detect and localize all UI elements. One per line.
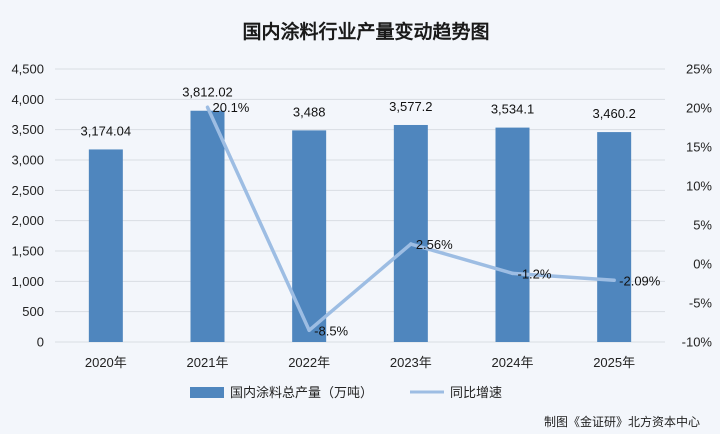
left-tick-label: 3,000 xyxy=(11,153,44,168)
bar-series xyxy=(88,110,632,342)
bar xyxy=(292,130,327,342)
bar-data-label: 3,534.1 xyxy=(491,102,534,117)
legend-swatch-bars xyxy=(190,387,224,398)
x-tick-label: 2024年 xyxy=(492,355,534,370)
legend-label-bars: 国内涂料总产量（万吨） xyxy=(230,385,373,401)
legend-label-line: 同比增速 xyxy=(450,386,502,401)
left-tick-label: 1,000 xyxy=(11,274,44,289)
line-segment xyxy=(409,242,515,276)
x-tick-label: 2023年 xyxy=(390,355,432,370)
legend: 国内涂料总产量（万吨） 同比增速 xyxy=(190,385,502,401)
left-tick-label: 0 xyxy=(37,335,44,350)
left-tick-label: 4,500 xyxy=(11,62,44,77)
line-data-label: 2.56% xyxy=(416,237,453,252)
bar-data-label: 3,577.2 xyxy=(389,99,432,114)
left-tick-label: 2,500 xyxy=(11,183,44,198)
left-tick-label: 2,000 xyxy=(11,213,44,228)
x-tick-label: 2022年 xyxy=(288,355,330,370)
right-tick-label: -5% xyxy=(689,296,713,311)
line-series xyxy=(205,105,616,333)
gridlines xyxy=(55,68,665,343)
bar xyxy=(190,110,225,342)
line-segment xyxy=(307,242,413,333)
right-axis-ticks: -10% -5% 0% 5% 10% 15% 20% 25% xyxy=(682,62,713,350)
bar-data-label: 3,812.02 xyxy=(182,85,233,100)
line-segment xyxy=(205,105,311,333)
right-tick-label: 10% xyxy=(686,179,712,194)
bar xyxy=(88,149,123,342)
right-tick-label: 25% xyxy=(686,62,712,77)
x-tick-label: 2021年 xyxy=(187,355,229,370)
right-tick-label: 5% xyxy=(693,218,712,233)
bar-data-label: 3,174.04 xyxy=(81,123,132,138)
bar xyxy=(495,127,530,342)
left-tick-label: 4,000 xyxy=(11,92,44,107)
left-tick-label: 1,500 xyxy=(11,244,44,259)
x-axis-ticks: 2020年 2021年 2022年 2023年 2024年 2025年 xyxy=(85,355,635,370)
line-data-label: 20.1% xyxy=(213,100,250,115)
x-tick-label: 2025年 xyxy=(593,355,635,370)
x-tick-label: 2020年 xyxy=(85,355,127,370)
line-data-label: -2.09% xyxy=(619,273,661,288)
bar-data-label: 3,460.2 xyxy=(592,106,635,121)
left-tick-label: 500 xyxy=(22,304,44,319)
bar xyxy=(393,124,428,342)
line-segment xyxy=(510,271,616,283)
bar-data-labels: 3,174.04 3,812.02 3,488 3,577.2 3,534.1 3,460… xyxy=(81,85,636,139)
right-tick-label: 0% xyxy=(693,257,712,272)
source-note: 制图《金证研》北方资本中心 xyxy=(544,414,700,429)
bar xyxy=(597,132,632,342)
left-tick-label: 3,500 xyxy=(11,122,44,137)
right-tick-label: -10% xyxy=(682,335,713,350)
line-data-label: -8.5% xyxy=(314,323,348,338)
bar-data-label: 3,488 xyxy=(293,104,326,119)
right-tick-label: 15% xyxy=(686,140,712,155)
right-tick-label: 20% xyxy=(686,101,712,116)
line-data-label: -1.2% xyxy=(518,266,552,281)
line-data-labels: 20.1% -8.5% 2.56% -1.2% -2.09% xyxy=(213,100,661,338)
chart-title: 国内涂料行业产量变动趋势图 xyxy=(242,20,489,43)
left-axis-ticks: 0 500 1,000 1,500 2,000 2,500 3,000 3,500 4,000 4… xyxy=(11,62,44,350)
